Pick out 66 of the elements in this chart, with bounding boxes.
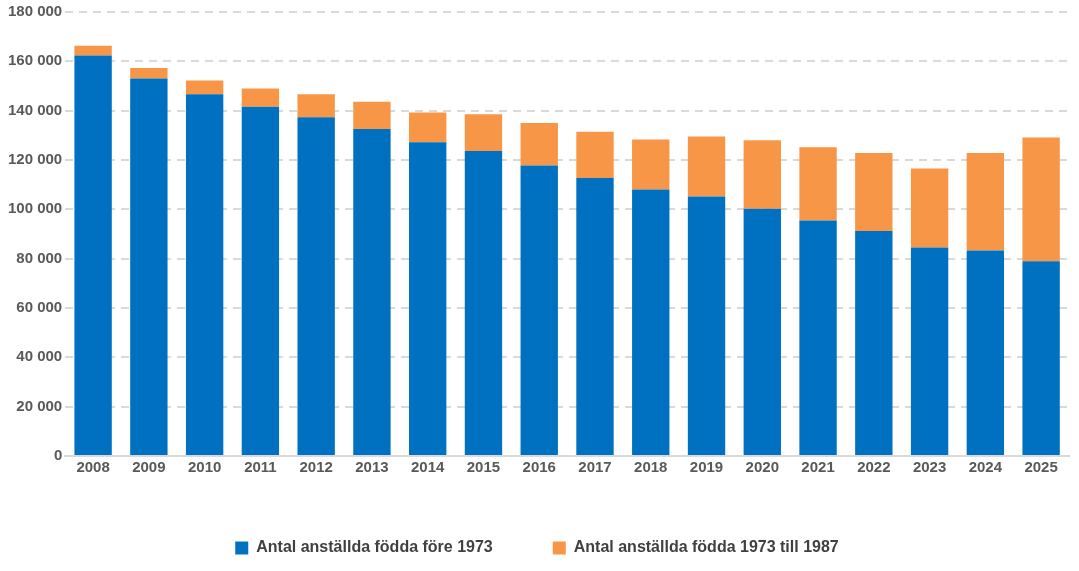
x-tick-label: 2013 [355,458,389,476]
y-tick-label: 0 [53,446,63,464]
bar [687,196,726,455]
y-tick-label: 20 000 [16,396,63,414]
y-tick-label: 60 000 [16,298,63,316]
bar [297,94,335,118]
x-tick-label: 2025 [1024,458,1058,476]
x-tick-label: 2011 [244,458,277,476]
y-tick-label: 100 000 [7,199,63,217]
bar [743,140,781,209]
bar [464,114,503,152]
bar [241,88,280,107]
bar [74,55,112,455]
x-tick-label: 2023 [912,458,947,476]
bar [409,112,447,143]
bar [185,94,224,455]
bar [743,208,781,455]
x-tick-label: 2019 [689,458,724,476]
bar [799,147,837,221]
bar [241,106,280,455]
bar [353,128,391,455]
bar [855,153,893,232]
x-tick-label: 2008 [76,458,110,476]
x-tick-label: 2016 [522,458,556,476]
x-tick-label: 2021 [801,458,835,476]
y-tick-label: 40 000 [16,347,63,365]
bar [576,131,614,179]
bar [353,101,391,129]
x-tick-label: 2024 [968,458,1003,476]
y-tick-label: 160 000 [7,51,63,69]
x-tick-label: 2017 [578,458,612,476]
legend-label: Antal anställda födda före 1973 [256,538,493,556]
y-tick-label: 120 000 [7,150,63,168]
y-tick-label: 140 000 [7,100,63,118]
x-tick-label: 2012 [299,458,333,476]
bar [632,189,670,455]
bar [464,151,503,455]
x-tick-label: 2015 [466,458,501,476]
bar [966,153,1005,251]
bar [966,250,1005,455]
bar [74,45,112,56]
bar [910,247,949,455]
bar [409,142,447,455]
bar [520,165,558,455]
bar [297,117,335,455]
bar [687,136,726,197]
y-tick-label: 180 000 [7,2,63,20]
x-tick-label: 2010 [187,458,222,476]
x-tick-label: 2014 [411,458,446,476]
bar [520,123,558,166]
x-tick-label: 2020 [745,458,779,476]
bar [799,220,837,455]
x-tick-label: 2022 [857,458,891,476]
bar [130,78,168,455]
bar [185,80,224,95]
bar [130,67,168,79]
bar [855,231,893,455]
x-tick-label: 2018 [634,458,668,476]
bar [1022,137,1060,262]
y-tick-label: 80 000 [16,248,63,266]
bar [1022,261,1060,455]
bar [910,168,949,248]
legend-label: Antal anställda födda 1973 till 1987 [573,538,839,556]
x-tick-label: 2009 [132,458,166,476]
bar [632,139,670,190]
bar [576,178,614,455]
